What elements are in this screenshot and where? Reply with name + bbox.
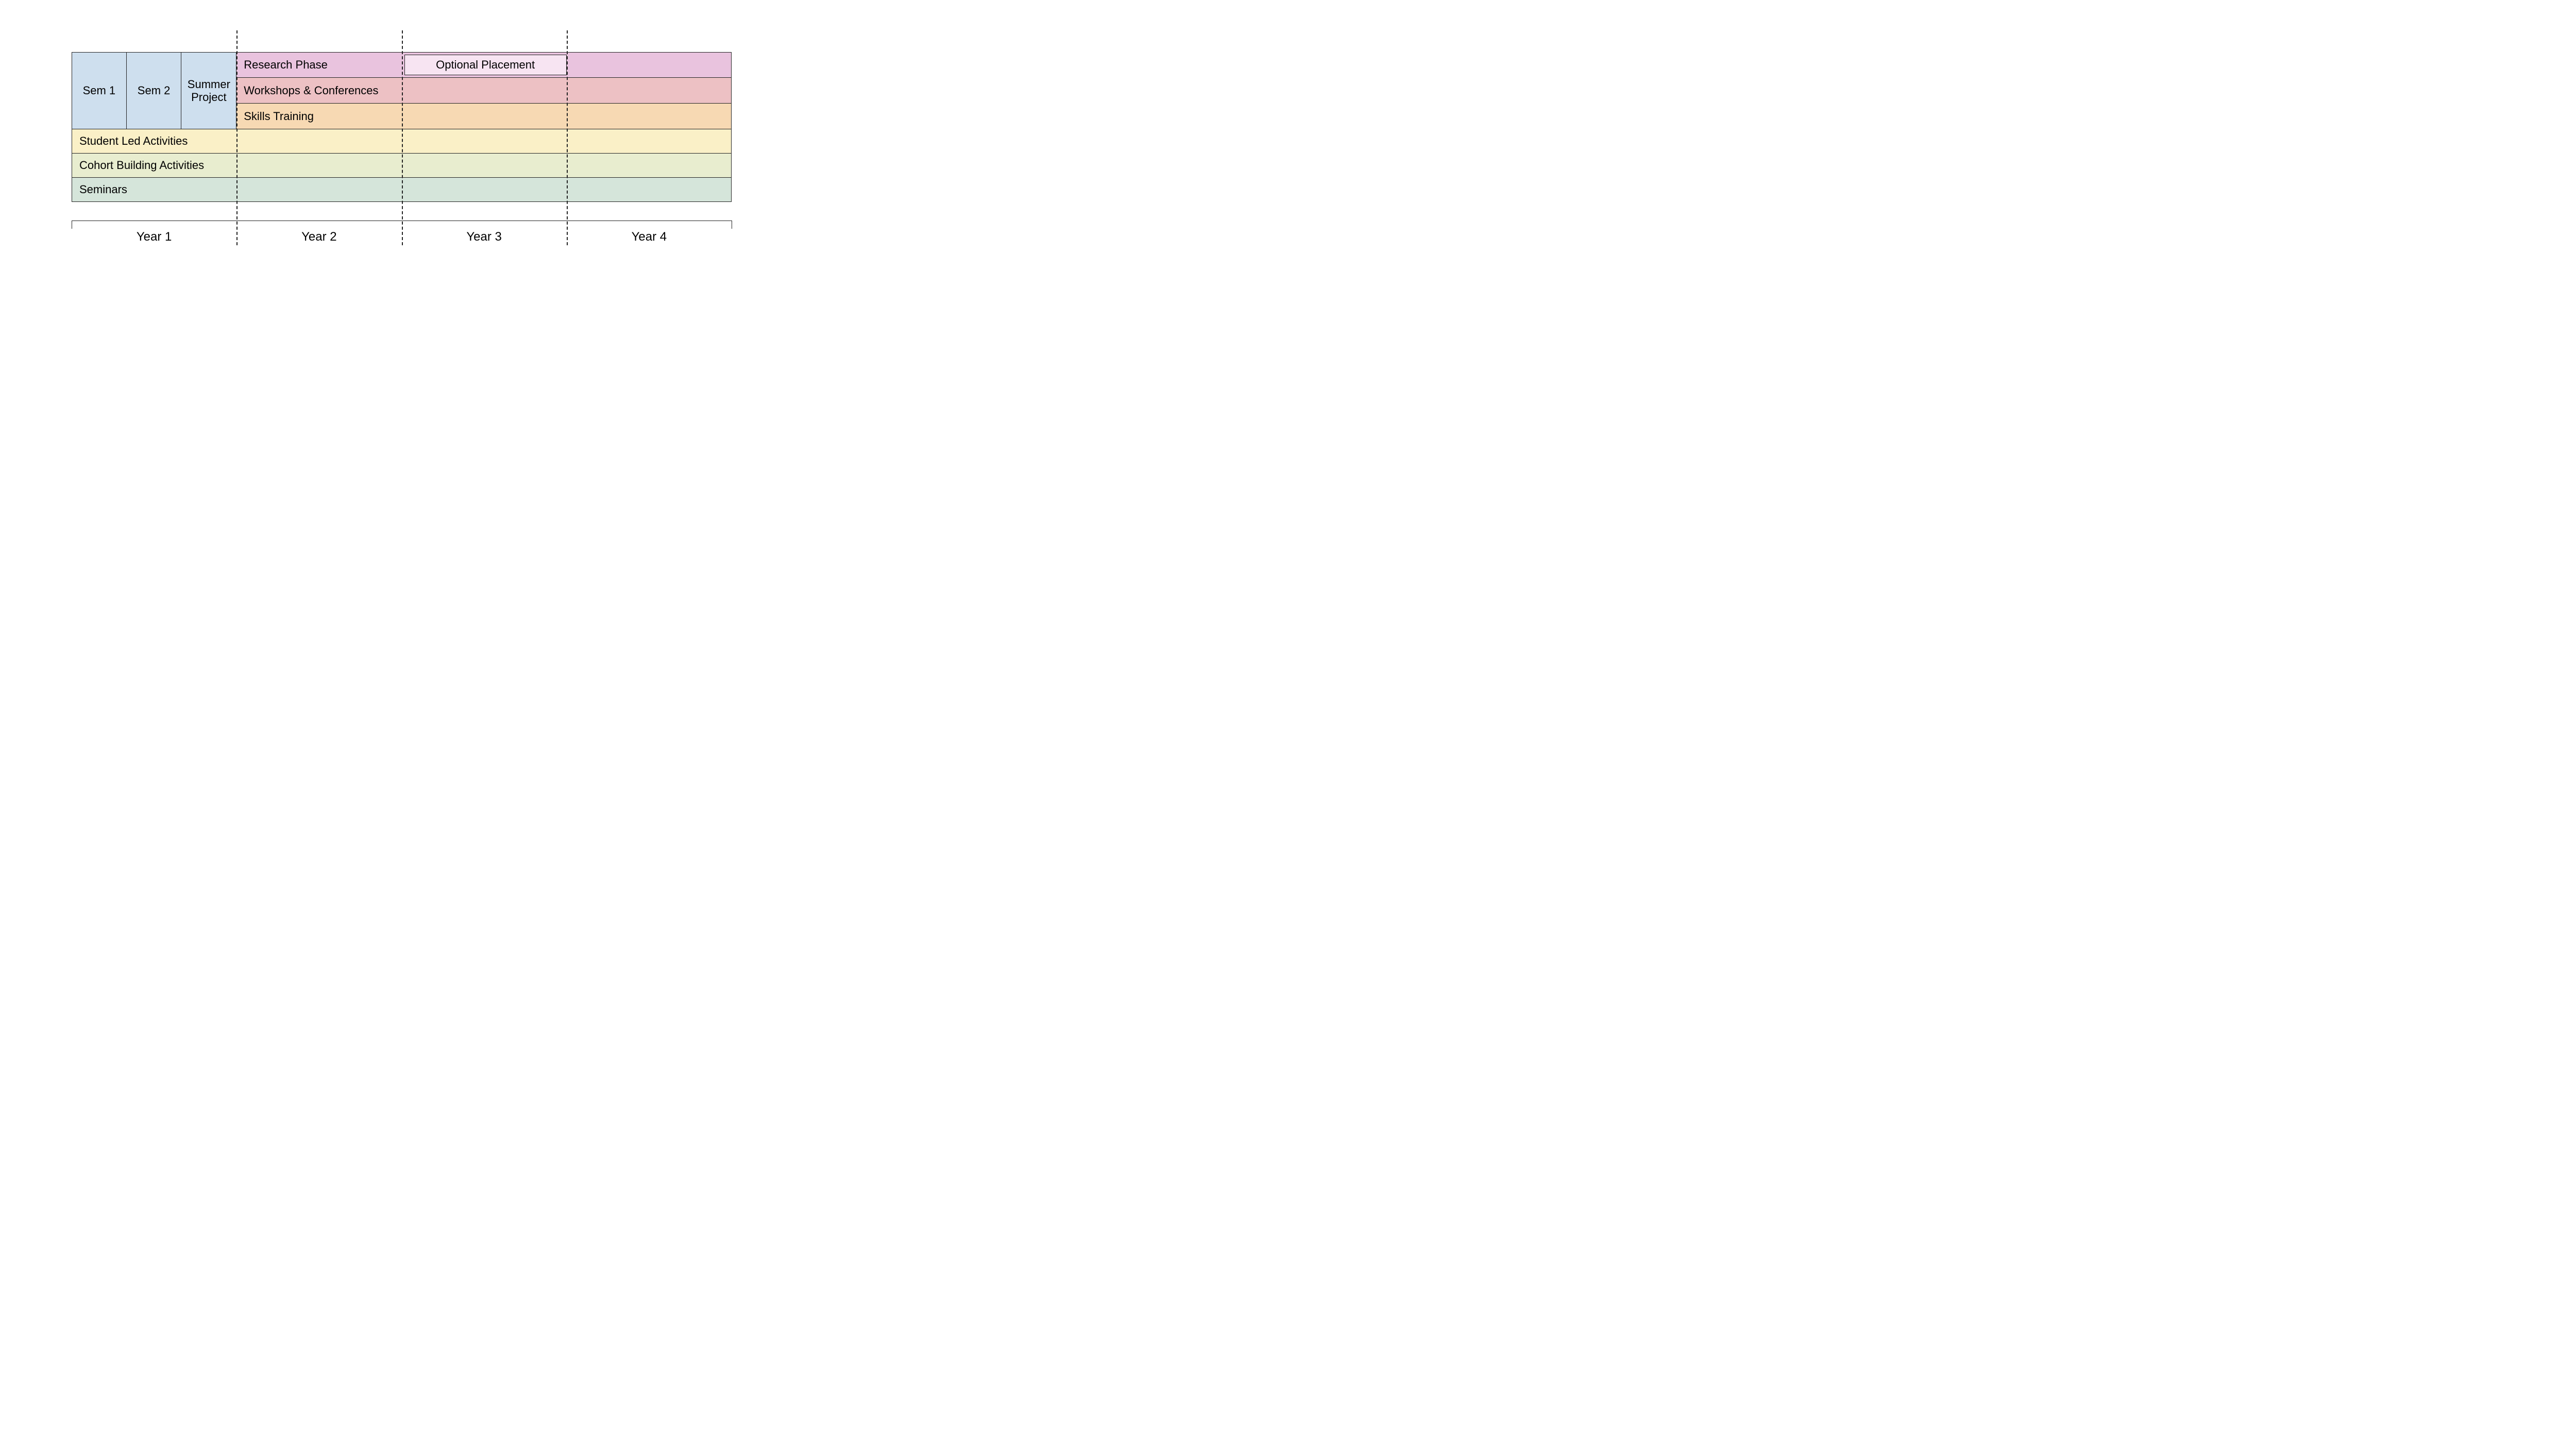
- axis-label: Year 1: [137, 230, 172, 244]
- year1-block: Summer Project: [181, 52, 236, 129]
- year-divider: [402, 30, 403, 245]
- optional-placement-label: Optional Placement: [436, 58, 535, 72]
- year1-block-label: Sem 2: [138, 84, 171, 97]
- year-divider: [236, 30, 238, 245]
- year1-block-label: Sem 1: [83, 84, 116, 97]
- year1-block-label: Summer Project: [188, 78, 230, 104]
- bottom-row-label: Student Led Activities: [72, 134, 188, 148]
- top-row-label: Research Phase: [236, 58, 328, 72]
- axis-label: Year 2: [301, 230, 337, 244]
- top-row: Workshops & Conferences: [236, 78, 732, 104]
- top-row-label: Workshops & Conferences: [236, 84, 378, 97]
- axis-label: Year 4: [632, 230, 667, 244]
- bottom-row-label: Seminars: [72, 183, 127, 196]
- year1-block: Sem 2: [127, 52, 182, 129]
- axis-label: Year 3: [466, 230, 502, 244]
- bottom-row-label: Cohort Building Activities: [72, 159, 204, 172]
- top-row-label: Skills Training: [236, 110, 314, 123]
- top-row: Skills Training: [236, 104, 732, 129]
- year-divider: [567, 30, 568, 245]
- year1-block: Sem 1: [72, 52, 127, 129]
- optional-placement: Optional Placement: [404, 55, 567, 75]
